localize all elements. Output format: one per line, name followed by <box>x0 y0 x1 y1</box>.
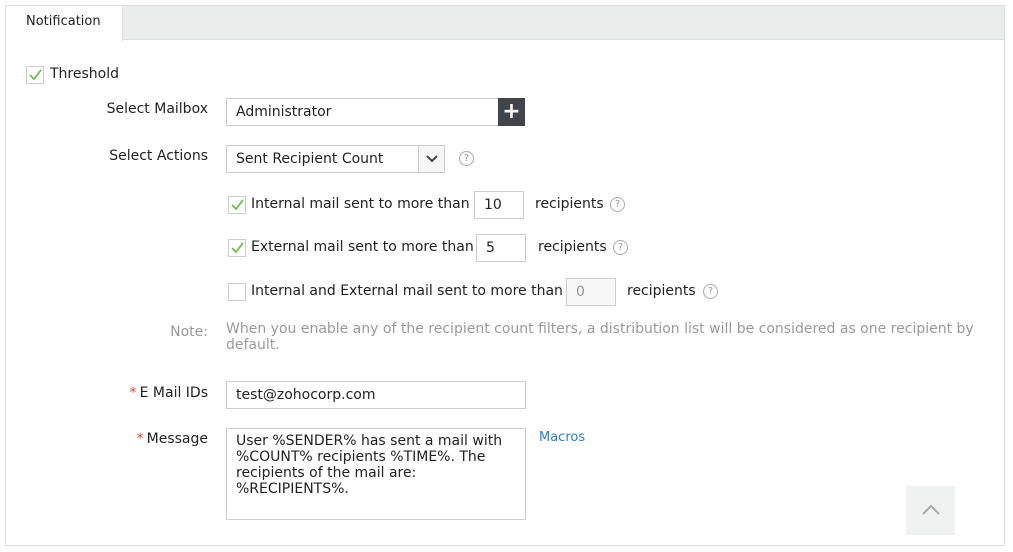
threshold-checkbox[interactable] <box>26 66 44 84</box>
scroll-to-top-button[interactable] <box>906 486 955 535</box>
internal-external-suffix: recipients <box>627 283 696 299</box>
check-icon <box>231 199 244 211</box>
check-icon <box>29 69 42 81</box>
required-asterisk: * <box>136 431 144 447</box>
external-count-input[interactable]: 5 <box>476 234 526 262</box>
select-actions-label: Select Actions <box>109 148 208 164</box>
message-label-text: Message <box>146 431 208 447</box>
add-mailbox-button[interactable]: + <box>498 98 525 126</box>
plus-icon: + <box>502 99 521 124</box>
internal-label: Internal mail sent to more than <box>251 196 470 212</box>
actions-value: Sent Recipient Count <box>236 151 384 167</box>
question-icon[interactable]: ? <box>459 151 474 166</box>
chevron-up-icon <box>921 504 940 515</box>
tab-bar <box>6 6 1004 40</box>
mailbox-input[interactable]: Administrator <box>226 98 500 126</box>
check-icon <box>231 242 244 254</box>
question-icon[interactable]: ? <box>613 240 628 255</box>
email-label-text: E Mail IDs <box>139 385 208 401</box>
internal-external-checkbox[interactable] <box>228 283 246 301</box>
question-icon[interactable]: ? <box>703 284 718 299</box>
threshold-label: Threshold <box>50 66 119 82</box>
note-text: When you enable any of the recipient cou… <box>226 321 974 353</box>
internal-external-label: Internal and External mail sent to more … <box>251 283 563 299</box>
actions-select[interactable]: Sent Recipient Count <box>226 145 445 173</box>
internal-count-input[interactable]: 10 <box>474 191 524 219</box>
panel <box>5 5 1005 546</box>
external-suffix: recipients <box>538 239 607 255</box>
email-label: * E Mail IDs <box>8 385 208 401</box>
external-label: External mail sent to more than <box>251 239 474 255</box>
tab-notification[interactable]: Notification <box>6 6 123 41</box>
question-icon[interactable]: ? <box>610 197 625 212</box>
internal-suffix: recipients <box>535 196 604 212</box>
internal-external-count-input[interactable]: 0 <box>566 278 616 306</box>
macros-link[interactable]: Macros <box>539 430 586 445</box>
chevron-down-icon[interactable] <box>418 146 444 172</box>
internal-checkbox[interactable] <box>228 196 246 214</box>
message-label: * Message <box>8 431 208 447</box>
email-input[interactable]: test@zohocorp.com <box>226 381 526 409</box>
message-textarea[interactable]: User %SENDER% has sent a mail with %COUN… <box>226 428 526 520</box>
note-label: Note: <box>170 324 208 340</box>
required-asterisk: * <box>129 385 137 401</box>
external-checkbox[interactable] <box>228 239 246 257</box>
select-mailbox-label: Select Mailbox <box>106 101 208 117</box>
